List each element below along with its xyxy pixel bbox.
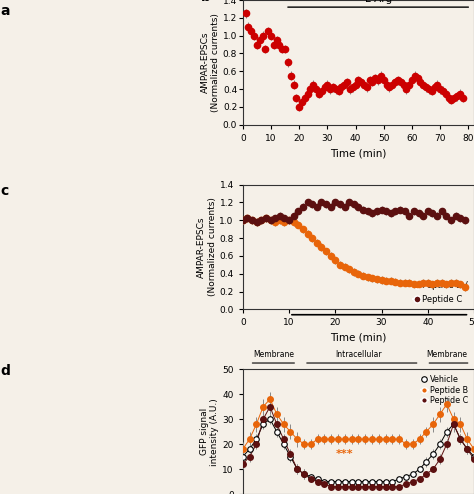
X-axis label: Time (min): Time (min) bbox=[330, 148, 387, 159]
Text: d: d bbox=[0, 365, 10, 378]
Text: L-Arg: L-Arg bbox=[365, 0, 392, 4]
Legend: Vehicle, Peptide B, Peptide C: Vehicle, Peptide B, Peptide C bbox=[419, 373, 470, 407]
Y-axis label: AMPAR-EPSCs
(Normalized currents): AMPAR-EPSCs (Normalized currents) bbox=[201, 13, 220, 112]
Text: Membrane: Membrane bbox=[253, 350, 294, 359]
Y-axis label: GFP signal
intensity (A.U.): GFP signal intensity (A.U.) bbox=[200, 398, 219, 465]
Text: Intracellular: Intracellular bbox=[335, 350, 382, 359]
X-axis label: Time (min): Time (min) bbox=[330, 333, 387, 343]
Text: a: a bbox=[0, 4, 9, 18]
Legend: Peptide B /, Peptide C: Peptide B /, Peptide C bbox=[411, 280, 470, 305]
Y-axis label: AMPAR-EPSCs
(Normalized currents): AMPAR-EPSCs (Normalized currents) bbox=[197, 198, 217, 296]
Text: c: c bbox=[0, 184, 8, 198]
Text: ***: *** bbox=[336, 449, 354, 459]
Text: Membrane: Membrane bbox=[426, 350, 467, 359]
Text: b: b bbox=[201, 0, 211, 4]
